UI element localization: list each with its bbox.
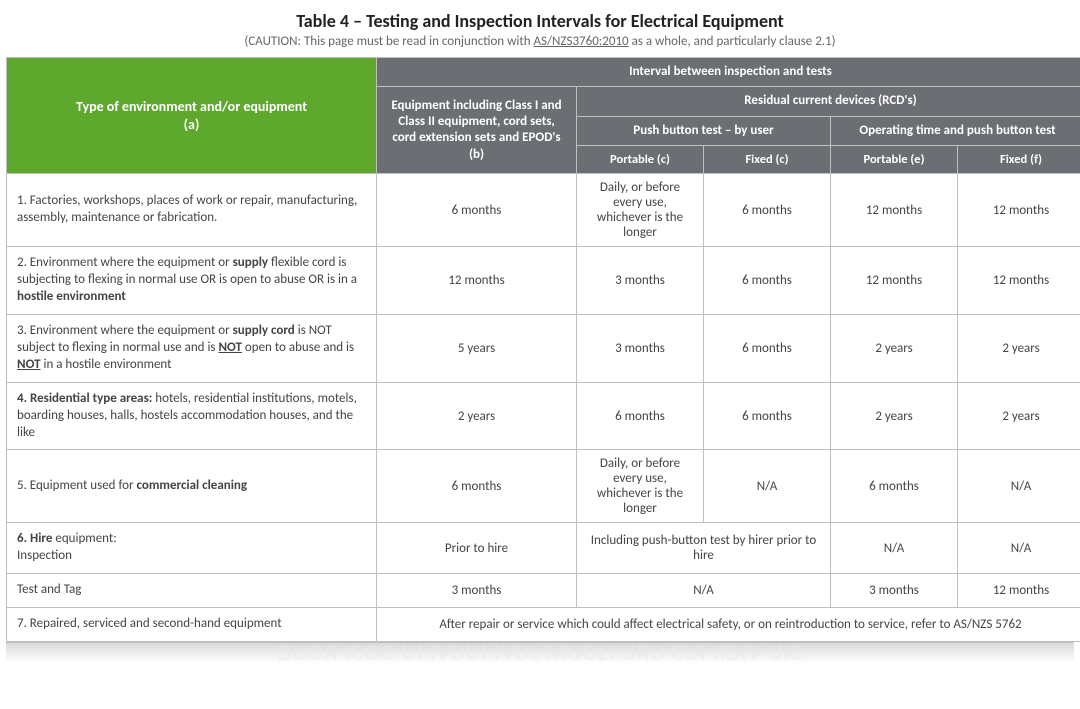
cell-environment: 4. Residential type areas: hotels, resid… xyxy=(7,382,377,450)
cell-fixed-c: 6 months xyxy=(704,247,831,315)
cell-fixed-f: 2 years xyxy=(958,382,1080,450)
cell-portable-e: 3 months xyxy=(831,574,958,608)
cell-fixed-f: N/A xyxy=(958,450,1080,523)
cell-col-b: 6 months xyxy=(377,450,577,523)
cell-environment: 5. Equipment used for commercial cleanin… xyxy=(7,450,377,523)
header-environment: Type of environment and/or equipment(a) xyxy=(7,58,377,174)
intervals-table: Type of environment and/or equipment(a) … xyxy=(6,57,1080,642)
caution-suffix: as a whole, and particularly clause 2.1) xyxy=(629,34,836,49)
cell-portable-e: 12 months xyxy=(831,247,958,315)
cell-fixed-c: N/A xyxy=(704,450,831,523)
header-portable-e: Portable (e) xyxy=(831,145,958,174)
page-bottom-fade: DUOJI ICOO UI IVUUI IVUL MUOLI UIIU CUI … xyxy=(6,642,1074,668)
cell-environment: 2. Environment where the equipment or su… xyxy=(7,247,377,315)
caution-prefix: (CAUTION: This page must be read in conj… xyxy=(244,34,533,49)
cell-fixed-f: 12 months xyxy=(958,174,1080,247)
table-row: 2. Environment where the equipment or su… xyxy=(7,247,1080,315)
cell-merged-push: Including push-button test by hirer prio… xyxy=(577,523,831,574)
cell-fixed-f: 12 months xyxy=(958,247,1080,315)
cell-portable-c: Daily, or before every use, whichever is… xyxy=(577,450,704,523)
table-row: 4. Residential type areas: hotels, resid… xyxy=(7,382,1080,450)
header-rcd: Residual current devices (RCD's) xyxy=(577,87,1080,116)
cell-portable-c: 6 months xyxy=(577,382,704,450)
table-row: 7. Repaired, serviced and second-hand eq… xyxy=(7,608,1080,642)
table-row: Test and Tag3 monthsN/A3 months12 months xyxy=(7,574,1080,608)
header-interval: Interval between inspection and tests xyxy=(377,58,1080,87)
cell-portable-e: 2 years xyxy=(831,315,958,383)
header-op-test: Operating time and push button test xyxy=(831,116,1080,145)
cell-col-b: 12 months xyxy=(377,247,577,315)
table-head: Type of environment and/or equipment(a) … xyxy=(7,58,1080,174)
cell-environment: 7. Repaired, serviced and second-hand eq… xyxy=(7,608,377,642)
cell-col-b: 2 years xyxy=(377,382,577,450)
cell-portable-c: Daily, or before every use, whichever is… xyxy=(577,174,704,247)
cell-fixed-c: 6 months xyxy=(704,174,831,247)
cell-col-b: 5 years xyxy=(377,315,577,383)
table-title: Table 4 – Testing and Inspection Interva… xyxy=(6,10,1074,32)
cell-environment: 3. Environment where the equipment or su… xyxy=(7,315,377,383)
cell-portable-e: 2 years xyxy=(831,382,958,450)
header-fixed-c: Fixed (c) xyxy=(704,145,831,174)
caution-line: (CAUTION: This page must be read in conj… xyxy=(6,34,1074,49)
header-col-b: Equipment including Class I and Class II… xyxy=(377,87,577,174)
cell-fixed-f: 2 years xyxy=(958,315,1080,383)
cell-portable-e: N/A xyxy=(831,523,958,574)
table-row: 1. Factories, workshops, places of work … xyxy=(7,174,1080,247)
cell-col-b: 3 months xyxy=(377,574,577,608)
cell-fixed-f: N/A xyxy=(958,523,1080,574)
table-row: 5. Equipment used for commercial cleanin… xyxy=(7,450,1080,523)
table-row: 6. Hire equipment:InspectionPrior to hir… xyxy=(7,523,1080,574)
cell-environment: 1. Factories, workshops, places of work … xyxy=(7,174,377,247)
cell-col-b: 6 months xyxy=(377,174,577,247)
header-push-test: Push button test – by user xyxy=(577,116,831,145)
cell-fixed-f: 12 months xyxy=(958,574,1080,608)
table-body: 1. Factories, workshops, places of work … xyxy=(7,174,1080,642)
cell-fixed-c: 6 months xyxy=(704,315,831,383)
cell-portable-e: 6 months xyxy=(831,450,958,523)
caution-link: AS/NZS3760:2010 xyxy=(533,34,628,49)
cell-portable-c: 3 months xyxy=(577,315,704,383)
cell-portable-c: 3 months xyxy=(577,247,704,315)
cell-portable-e: 12 months xyxy=(831,174,958,247)
cell-environment: Test and Tag xyxy=(7,574,377,608)
document-page: Table 4 – Testing and Inspection Interva… xyxy=(0,0,1080,668)
cell-note: After repair or service which could affe… xyxy=(377,608,1080,642)
header-fixed-f: Fixed (f) xyxy=(958,145,1080,174)
cell-col-b: Prior to hire xyxy=(377,523,577,574)
header-portable-c: Portable (c) xyxy=(577,145,704,174)
ghost-text: DUOJI ICOO UI IVUUI IVUL MUOLI UIIU CUI … xyxy=(6,642,1074,666)
cell-environment: 6. Hire equipment:Inspection xyxy=(7,523,377,574)
cell-merged-push: N/A xyxy=(577,574,831,608)
table-row: 3. Environment where the equipment or su… xyxy=(7,315,1080,383)
cell-fixed-c: 6 months xyxy=(704,382,831,450)
